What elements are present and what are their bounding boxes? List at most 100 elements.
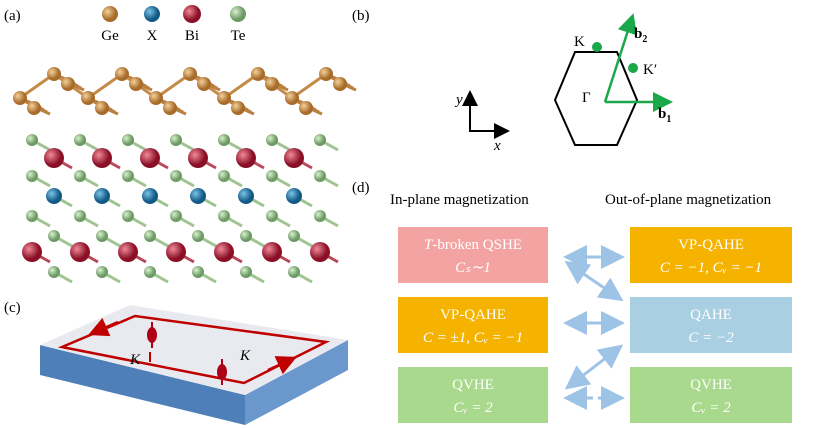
crystal-structure bbox=[13, 67, 357, 284]
edge-label: K bbox=[239, 348, 251, 364]
phase-box bbox=[398, 297, 548, 353]
atom bbox=[197, 77, 211, 91]
phase-box bbox=[630, 297, 792, 353]
phase-formula: Cᵥ = 2 bbox=[453, 400, 493, 416]
atom bbox=[192, 230, 204, 242]
atom bbox=[262, 242, 282, 262]
atom bbox=[333, 77, 347, 91]
atom bbox=[74, 134, 86, 146]
atom bbox=[115, 67, 129, 81]
b2-label: b2 bbox=[634, 26, 647, 45]
atom bbox=[95, 101, 109, 115]
atom bbox=[314, 134, 326, 146]
phase-title-text: VP-QAHE bbox=[678, 237, 744, 253]
atom bbox=[44, 148, 64, 168]
phase-formula: Cₛ∼1 bbox=[455, 260, 491, 276]
atom bbox=[240, 230, 252, 242]
atom-label: X bbox=[147, 28, 158, 44]
atom bbox=[140, 148, 160, 168]
phase-box bbox=[398, 227, 548, 283]
phase-title-text: QVHE bbox=[690, 377, 732, 393]
k-prime-label: K′ bbox=[643, 62, 657, 78]
phase-box bbox=[398, 367, 548, 423]
atom bbox=[288, 266, 300, 278]
atom bbox=[299, 101, 313, 115]
atom bbox=[118, 242, 138, 262]
phase-title-text: QVHE bbox=[452, 377, 494, 393]
phase-formula: Cᵥ = 2 bbox=[691, 400, 731, 416]
phase-title-text: -broken QSHE bbox=[432, 237, 522, 253]
column-header: Out-of-plane magnetization bbox=[605, 192, 772, 208]
transition-arrows bbox=[563, 245, 625, 410]
atom bbox=[46, 188, 62, 204]
atom bbox=[96, 266, 108, 278]
atom bbox=[144, 266, 156, 278]
atom bbox=[218, 170, 230, 182]
phase-title: T-broken QSHE bbox=[424, 237, 522, 253]
atom bbox=[218, 210, 230, 222]
phase-formula: C = ±1, Cᵥ = −1 bbox=[423, 330, 523, 346]
panel-label: (b) bbox=[352, 8, 370, 24]
phase-formula: C = −2 bbox=[688, 330, 734, 346]
atom bbox=[170, 170, 182, 182]
atom bbox=[183, 67, 197, 81]
atom bbox=[129, 77, 143, 91]
atom bbox=[81, 91, 95, 105]
phase-title: VP-QAHE bbox=[678, 237, 744, 253]
atom-label: Bi bbox=[185, 28, 199, 44]
atom bbox=[74, 170, 86, 182]
atom bbox=[288, 230, 300, 242]
phase-box bbox=[630, 227, 792, 283]
atom bbox=[170, 134, 182, 146]
phase-title-text: QAHE bbox=[690, 307, 732, 323]
column-header: In-plane magnetization bbox=[390, 192, 529, 208]
atom bbox=[92, 148, 112, 168]
atom bbox=[13, 91, 27, 105]
atom bbox=[70, 242, 90, 262]
atom bbox=[163, 101, 177, 115]
edge-label: K bbox=[129, 352, 141, 368]
phase-diagram: T-broken QSHE Cₛ∼1 VP-QAHE C = ±1, Cᵥ = −1 Q… bbox=[398, 227, 792, 423]
atom bbox=[94, 188, 110, 204]
atom bbox=[48, 230, 60, 242]
atom bbox=[285, 91, 299, 105]
atom bbox=[240, 266, 252, 278]
axis-label: y bbox=[454, 92, 463, 108]
phase-box bbox=[630, 367, 792, 423]
atom bbox=[265, 77, 279, 91]
atom bbox=[48, 266, 60, 278]
panel-label: (c) bbox=[4, 300, 21, 316]
atom bbox=[144, 230, 156, 242]
atom bbox=[314, 170, 326, 182]
atom bbox=[74, 210, 86, 222]
brillouin-zone: y x K K′ Γ b1 b2 bbox=[454, 13, 673, 154]
atom bbox=[149, 91, 163, 105]
atom bbox=[266, 170, 278, 182]
atom bbox=[47, 67, 61, 81]
gamma-label: Γ bbox=[582, 90, 591, 106]
panel-label: (a) bbox=[4, 8, 21, 24]
b1-label: b1 bbox=[658, 106, 671, 125]
atom bbox=[217, 91, 231, 105]
atom-label: Ge bbox=[101, 28, 119, 44]
atom bbox=[26, 134, 38, 146]
atom bbox=[314, 210, 326, 222]
atom bbox=[26, 210, 38, 222]
panel-label: (d) bbox=[352, 180, 370, 196]
atom bbox=[192, 266, 204, 278]
axis-label: x bbox=[493, 138, 501, 154]
atom bbox=[96, 230, 108, 242]
atom bbox=[26, 170, 38, 182]
atom bbox=[214, 242, 234, 262]
slab: K K bbox=[40, 305, 348, 425]
phase-title: QVHE bbox=[452, 377, 494, 393]
atom bbox=[166, 242, 186, 262]
k-label: K bbox=[574, 34, 585, 50]
atom bbox=[284, 148, 304, 168]
atom bbox=[231, 101, 245, 115]
atom bbox=[310, 242, 330, 262]
atom-label: Te bbox=[231, 28, 246, 44]
atom bbox=[122, 134, 134, 146]
atom bbox=[251, 67, 265, 81]
atom bbox=[238, 188, 254, 204]
